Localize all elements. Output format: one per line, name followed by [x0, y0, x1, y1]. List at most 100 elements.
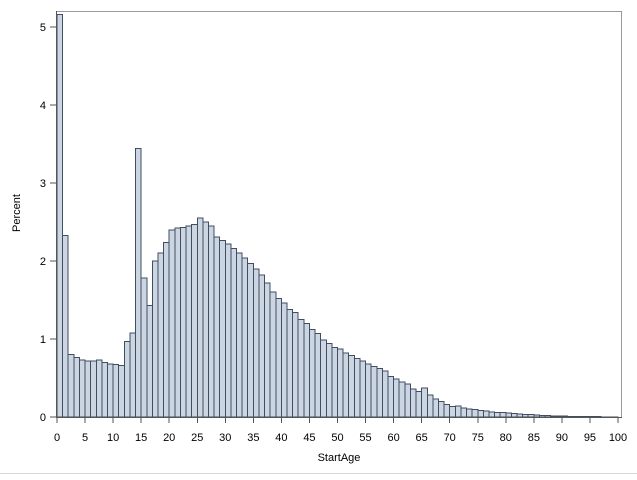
histogram-bar	[118, 365, 125, 418]
histogram-bar	[95, 359, 103, 418]
histogram-bar	[140, 277, 148, 418]
x-tick-label: 45	[303, 432, 315, 444]
histogram-bar	[578, 415, 585, 418]
histogram-bar	[449, 405, 456, 418]
histogram-bar	[292, 311, 299, 418]
histogram-bar	[224, 243, 232, 418]
x-tick-label: 35	[247, 432, 259, 444]
histogram-bar	[247, 262, 254, 418]
histogram-bar	[510, 413, 518, 418]
x-tick-label: 65	[416, 432, 428, 444]
histogram-bar	[269, 291, 277, 418]
histogram-bar	[555, 415, 563, 418]
histogram-bar	[561, 415, 569, 418]
histogram-bar	[432, 398, 439, 418]
x-tick-label: 55	[359, 432, 371, 444]
y-tick-label: 3	[40, 178, 46, 190]
histogram-bar	[477, 409, 484, 418]
histogram-bar	[252, 268, 260, 418]
y-axis-title: Percent	[11, 194, 23, 232]
x-tick-label: 80	[500, 432, 512, 444]
histogram-bar	[522, 413, 529, 418]
histogram-bar	[236, 252, 243, 418]
x-tick-label: 40	[275, 432, 287, 444]
x-tick-label: 75	[472, 432, 484, 444]
histogram-bar	[202, 221, 209, 418]
histogram-bar	[325, 343, 333, 418]
histogram-bar	[404, 383, 411, 418]
histogram-bar	[370, 365, 378, 418]
histogram-bar	[348, 354, 355, 418]
histogram-bar	[331, 347, 339, 418]
x-tick-label: 30	[219, 432, 231, 444]
y-tick-label: 5	[40, 22, 46, 34]
histogram-bar	[106, 363, 114, 418]
histogram-bar	[499, 412, 507, 418]
histogram-bar	[157, 252, 165, 418]
histogram-bar	[179, 226, 187, 418]
x-axis-title: StartAge	[318, 452, 361, 464]
histogram-bar	[207, 225, 215, 418]
histogram-bar	[191, 223, 198, 418]
histogram-bar	[90, 360, 97, 418]
x-tick-label: 20	[163, 432, 175, 444]
y-tick-label: 2	[40, 256, 46, 268]
x-tick-label: 70	[444, 432, 456, 444]
histogram-bar	[572, 415, 580, 418]
x-tick-label: 5	[82, 432, 88, 444]
histogram-bar	[471, 409, 479, 418]
histogram-bar	[230, 248, 238, 418]
histogram-bar	[342, 352, 350, 418]
histogram-bar	[381, 370, 389, 418]
histogram-bar	[101, 361, 108, 418]
histogram-bar	[337, 348, 344, 418]
histogram-bar	[421, 387, 428, 418]
histogram-bar	[359, 360, 367, 418]
histogram-bar	[393, 378, 400, 418]
x-tick-label: 15	[135, 432, 147, 444]
x-tick-label: 95	[584, 432, 596, 444]
histogram-bar	[73, 357, 80, 418]
histogram-bar	[123, 340, 131, 418]
histogram-bar	[527, 414, 535, 418]
histogram-bar	[151, 260, 159, 418]
histogram-bar	[409, 388, 417, 418]
histogram-bar	[213, 236, 221, 418]
histogram-bar	[437, 400, 445, 418]
histogram-bar	[516, 413, 524, 418]
histogram-bar	[146, 304, 153, 418]
histogram-bar	[264, 282, 271, 418]
histogram-bar	[567, 415, 574, 418]
histogram-bar	[415, 390, 423, 418]
histogram-bar	[314, 333, 322, 418]
histogram-bar	[494, 411, 501, 418]
histogram-bar	[78, 359, 86, 418]
histogram-bar	[112, 364, 120, 418]
histogram-bar	[550, 415, 557, 418]
histogram-bar	[544, 415, 552, 418]
histogram-bar	[443, 404, 451, 418]
histogram-bar	[538, 414, 546, 418]
histogram-bar	[185, 225, 193, 418]
histogram-bar	[308, 329, 316, 418]
histogram-bar	[454, 405, 462, 418]
histogram-bar	[135, 148, 142, 418]
x-tick-label: 85	[528, 432, 540, 444]
x-tick-label: 90	[556, 432, 568, 444]
histogram-bar	[56, 14, 64, 418]
histogram-bar	[466, 408, 473, 418]
histogram-bar	[163, 241, 170, 418]
histogram-bar	[219, 240, 226, 418]
histogram-bar	[286, 308, 294, 418]
histogram-bar	[84, 360, 92, 418]
histogram-bar	[62, 234, 69, 418]
y-tick-label: 1	[40, 334, 46, 346]
histogram-bar	[320, 339, 327, 418]
histogram-bar	[488, 411, 496, 418]
histogram-bar	[303, 322, 310, 418]
x-tick-label: 100	[609, 432, 627, 444]
histogram-bar	[460, 407, 468, 418]
x-tick-label: 60	[387, 432, 399, 444]
